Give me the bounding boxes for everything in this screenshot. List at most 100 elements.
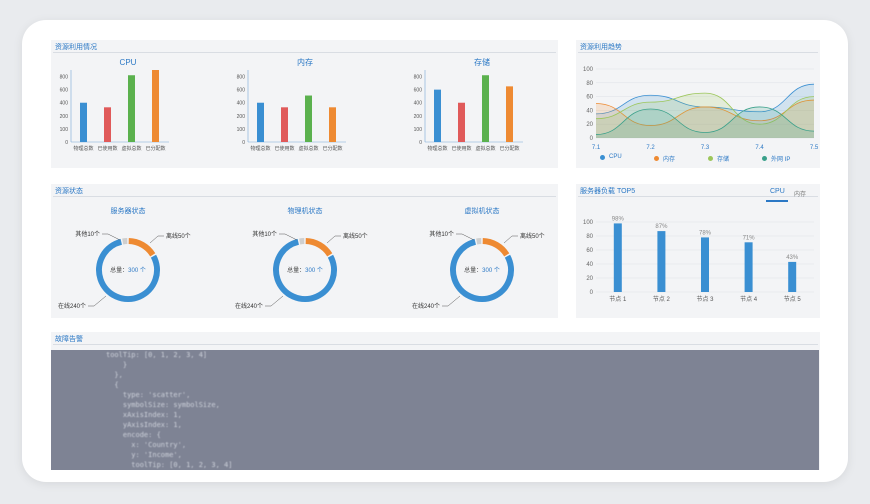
y-tick-label: 800 bbox=[237, 75, 246, 81]
series-line bbox=[595, 92, 815, 125]
legend-item[interactable]: 存储 bbox=[708, 154, 729, 163]
x-tick-label: 已使用数 bbox=[451, 145, 471, 152]
y-tick-label: 100 bbox=[583, 220, 594, 226]
slice-label: 在线240个 bbox=[58, 302, 86, 310]
bar bbox=[80, 102, 87, 142]
x-tick-label: 7.3 bbox=[701, 145, 710, 151]
chart-title: 物理机状态 bbox=[288, 206, 323, 215]
y-tick-label: 100 bbox=[237, 127, 246, 133]
bar bbox=[657, 231, 666, 292]
tab-memory[interactable]: 内存 bbox=[794, 192, 807, 198]
bar bbox=[788, 261, 797, 292]
label-leader bbox=[279, 233, 298, 241]
donut-slice bbox=[450, 238, 514, 302]
donut-slice bbox=[273, 238, 337, 302]
bar bbox=[701, 237, 709, 292]
bar bbox=[305, 95, 312, 142]
y-tick-label: 0 bbox=[590, 290, 594, 296]
y-tick-label: 80 bbox=[586, 234, 593, 240]
legend-item[interactable]: 内存 bbox=[654, 154, 675, 163]
x-tick-label: 虚拟总数 bbox=[475, 145, 495, 152]
chart-title: 存储 bbox=[474, 57, 490, 67]
center-label: 总量：300 个 bbox=[464, 266, 500, 274]
label-leader bbox=[149, 235, 164, 244]
chart-title: 虚拟机状态 bbox=[465, 206, 500, 215]
bar bbox=[613, 223, 622, 292]
x-tick-label: 节点 3 bbox=[696, 295, 714, 303]
y-tick-label: 60 bbox=[586, 95, 593, 101]
legend-item[interactable]: 外网 IP bbox=[762, 154, 790, 163]
bar bbox=[281, 107, 288, 142]
tab-cpu-underline bbox=[766, 200, 788, 202]
label-leader bbox=[326, 235, 341, 244]
divider bbox=[578, 196, 818, 197]
legend-label: 存储 bbox=[717, 157, 730, 163]
y-tick-label: 600 bbox=[237, 88, 246, 94]
slice-label: 离线50个 bbox=[343, 232, 368, 240]
label-leader bbox=[88, 295, 107, 307]
y-tick-label: 200 bbox=[414, 114, 423, 120]
y-tick-label: 0 bbox=[242, 140, 245, 146]
x-tick-label: 物理总数 bbox=[73, 145, 93, 152]
y-tick-label: 80 bbox=[586, 81, 593, 87]
slice-label: 在线240个 bbox=[235, 302, 263, 310]
chart-title: CPU bbox=[120, 58, 137, 67]
bar bbox=[104, 107, 111, 142]
x-tick-label: 7.4 bbox=[755, 145, 764, 151]
x-tick-label: 已使用数 bbox=[274, 145, 294, 152]
label-leader bbox=[102, 233, 121, 241]
legend-label: 外网 IP bbox=[771, 157, 791, 163]
series-line bbox=[595, 106, 815, 135]
y-tick-label: 20 bbox=[586, 122, 593, 128]
donut-slice bbox=[128, 238, 156, 257]
panel-title: 服务器负载 TOP5 bbox=[580, 188, 636, 195]
legend-marker bbox=[654, 156, 659, 161]
y-tick-label: 600 bbox=[414, 88, 423, 94]
bar bbox=[506, 86, 513, 142]
data-label: 78% bbox=[699, 230, 712, 236]
legend-item[interactable]: CPU bbox=[600, 154, 622, 160]
y-tick-label: 200 bbox=[60, 114, 69, 120]
x-tick-label: 7.1 bbox=[592, 145, 601, 151]
x-tick-label: 已分配数 bbox=[322, 145, 342, 152]
panel-title: 故障告警 bbox=[55, 336, 83, 343]
donut-slice bbox=[96, 238, 160, 302]
y-tick-label: 40 bbox=[586, 262, 593, 268]
y-tick-label: 20 bbox=[586, 276, 593, 282]
series-area bbox=[596, 93, 814, 138]
fault-alarm-code-area[interactable]: toolTip: [0, 1, 2, 3, 4] } }, { type: 's… bbox=[51, 350, 819, 470]
donut-slice bbox=[482, 238, 510, 257]
series-area bbox=[596, 100, 814, 138]
panel-title: 资源利用情况 bbox=[55, 44, 97, 51]
server-load-chart: 0 20 40 60 80 100 98% 节点 1 87% 节点 2 78% 节点 3 71% 节点 4… bbox=[583, 216, 814, 303]
center-label: 总量：300 个 bbox=[287, 266, 323, 274]
bar bbox=[458, 102, 465, 142]
data-label: 43% bbox=[786, 255, 799, 261]
divider bbox=[578, 52, 818, 53]
bar bbox=[152, 70, 159, 142]
donut-slice bbox=[305, 238, 333, 257]
panel-title: 资源利用趋势 bbox=[580, 44, 622, 51]
x-tick-label: 节点 4 bbox=[740, 295, 758, 303]
y-tick-label: 400 bbox=[237, 101, 246, 107]
bar bbox=[482, 75, 489, 142]
slice-label: 离线50个 bbox=[520, 232, 545, 240]
x-tick-label: 节点 5 bbox=[784, 295, 802, 303]
bar bbox=[257, 102, 264, 142]
label-leader bbox=[265, 295, 284, 307]
slice-label: 其他10个 bbox=[252, 230, 277, 238]
resource-usage-panel: 资源利用情况 bbox=[51, 40, 558, 168]
x-tick-label: 7.5 bbox=[810, 145, 819, 151]
tab-cpu[interactable]: CPU bbox=[770, 188, 785, 195]
legend-label: CPU bbox=[609, 154, 622, 160]
x-tick-label: 已分配数 bbox=[145, 145, 165, 152]
y-tick-label: 100 bbox=[583, 67, 594, 73]
center-label: 总量：300 个 bbox=[110, 266, 146, 274]
chart-title: 服务器状态 bbox=[111, 206, 146, 215]
x-tick-label: 已使用数 bbox=[97, 145, 117, 152]
slice-label: 离线50个 bbox=[166, 232, 191, 240]
y-tick-label: 400 bbox=[60, 101, 69, 107]
divider bbox=[53, 52, 556, 53]
y-tick-label: 0 bbox=[590, 136, 594, 142]
